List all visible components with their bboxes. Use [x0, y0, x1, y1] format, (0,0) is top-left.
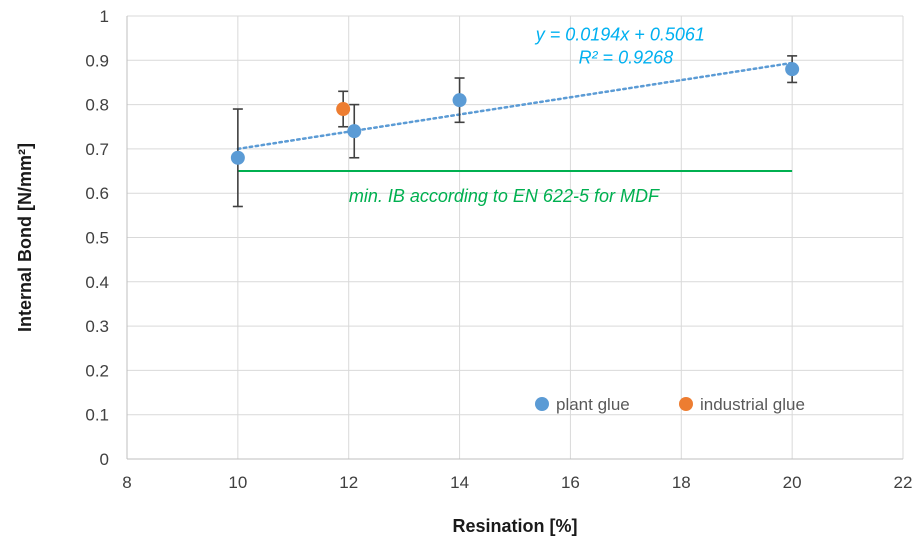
y-tick-label: 0.1 — [85, 406, 109, 425]
legend-label: plant glue — [556, 395, 630, 414]
data-point — [347, 124, 362, 139]
data-point — [452, 93, 467, 108]
x-tick-label: 16 — [561, 473, 580, 492]
data-point — [785, 62, 800, 77]
legend-marker — [535, 397, 549, 411]
y-tick-label: 0.7 — [85, 140, 109, 159]
legend-label: industrial glue — [700, 395, 805, 414]
x-tick-label: 14 — [450, 473, 469, 492]
x-tick-label: 22 — [894, 473, 913, 492]
grid — [126, 15, 904, 460]
data-point — [230, 150, 245, 165]
x-tick-label: 18 — [672, 473, 691, 492]
legend-marker — [679, 397, 693, 411]
legend: plant glue industrial glue — [535, 395, 805, 414]
x-tick-label: 10 — [228, 473, 247, 492]
reference-line-label: min. IB according to EN 622-5 for MDF — [349, 186, 660, 206]
y-tick-label: 0.2 — [85, 361, 109, 380]
data-point — [336, 102, 351, 117]
y-tick-label: 0.8 — [85, 96, 109, 115]
tick-labels: 8 10 12 14 16 18 20 22 0 0.1 0.2 0.3 0.4 0.5 0.6 0.7 0.8… — [85, 7, 912, 492]
trendline-equation: y = 0.0194x + 0.5061 — [534, 24, 705, 44]
y-tick-label: 0.5 — [85, 229, 109, 248]
y-axis-title: Internal Bond [N/mm²] — [15, 143, 35, 332]
x-axis-title: Resination [%] — [452, 516, 577, 536]
x-tick-label: 8 — [122, 473, 131, 492]
trendline-r-squared: R² = 0.9268 — [579, 47, 674, 67]
trendline — [236, 61, 794, 151]
y-tick-label: 0 — [100, 450, 109, 469]
y-tick-label: 0.4 — [85, 273, 109, 292]
y-tick-label: 0.9 — [85, 51, 109, 70]
chart-labels: y = 0.0194x + 0.5061 R² = 0.9268 min. IB… — [15, 24, 705, 536]
error-bars — [232, 55, 798, 208]
x-tick-label: 12 — [339, 473, 358, 492]
y-tick-label: 0.3 — [85, 317, 109, 336]
axes — [126, 16, 903, 460]
x-tick-label: 20 — [783, 473, 802, 492]
y-tick-label: 0.6 — [85, 184, 109, 203]
data-points — [230, 62, 800, 165]
trendline-group — [236, 61, 794, 151]
y-tick-label: 1 — [100, 7, 109, 26]
